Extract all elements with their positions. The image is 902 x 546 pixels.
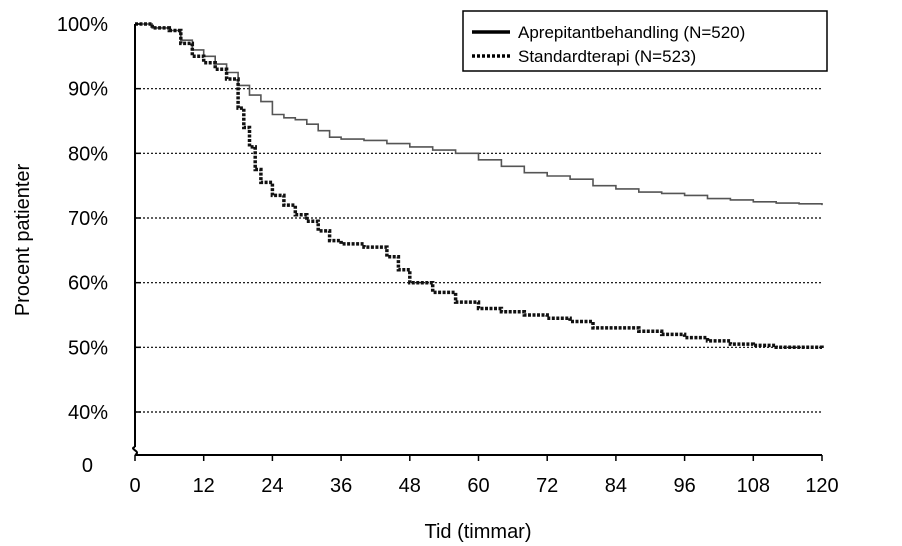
x-tick-label: 108 (737, 475, 770, 497)
x-tick-label: 72 (536, 475, 558, 497)
y-axis-title: Procent patienter (12, 164, 34, 317)
legend-box (462, 10, 828, 72)
series-line-aprepitant (135, 23, 823, 206)
y-tick-label: 90% (68, 79, 108, 101)
x-tick-label: 60 (467, 475, 489, 497)
legend-label-aprepitant: Aprepitantbehandling (N=520) (518, 23, 745, 42)
y-tick-label: 80% (68, 143, 108, 165)
axes: 0 (82, 24, 822, 477)
x-tick-label: 0 (129, 475, 140, 497)
y-tick-label: 100% (57, 14, 108, 36)
x-tick-label: 48 (399, 475, 421, 497)
gridlines (135, 88, 822, 413)
x-tick-label: 84 (605, 475, 627, 497)
y-tick-label: 60% (68, 273, 108, 295)
series-line-standard (135, 22, 824, 350)
legend-label-standard: Standardterapi (N=523) (518, 47, 696, 66)
x-tick-label: 24 (261, 475, 283, 497)
x-tick-label: 36 (330, 475, 352, 497)
y-tick-label: 70% (68, 208, 108, 230)
axis-break-mark (132, 446, 138, 456)
x-tick-label: 12 (193, 475, 215, 497)
y-tick-labels: 100% 90% 80% 70% 60% 50% 40% (57, 14, 141, 424)
series-layer (135, 22, 824, 350)
x-tick-label: 96 (673, 475, 695, 497)
y-tick-label: 50% (68, 337, 108, 359)
x-tick-label: 120 (805, 475, 838, 497)
legend: Aprepitantbehandling (N=520) Standardter… (462, 10, 828, 72)
y-break-label: 0 (82, 455, 93, 477)
x-axis-title: Tid (timmar) (424, 521, 531, 543)
x-tick-labels: 0 12 24 36 48 60 72 84 96 108 120 (129, 455, 839, 497)
y-tick-label: 40% (68, 402, 108, 424)
